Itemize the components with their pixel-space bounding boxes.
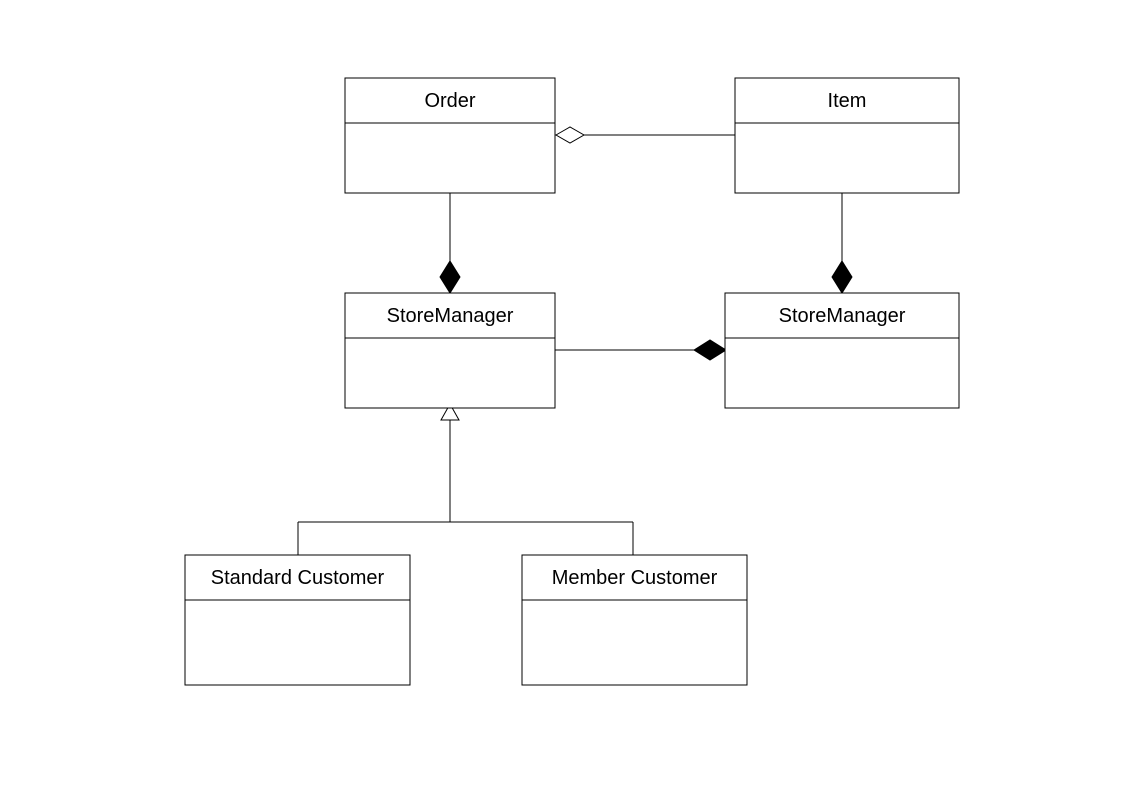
diamond-decoration (694, 340, 726, 360)
class-title-item: Item (828, 90, 867, 112)
class-title-standardCustomer: Standard Customer (211, 567, 385, 589)
class-title-storeManagerL: StoreManager (387, 305, 514, 327)
class-title-memberCustomer: Member Customer (552, 567, 718, 589)
diamond-decoration (556, 127, 584, 143)
class-standardCustomer: Standard Customer (185, 555, 410, 685)
uml-diagram: Order Item StoreManager StoreManager Standar… (0, 0, 1123, 794)
class-title-storeManagerR: StoreManager (779, 305, 906, 327)
class-title-order: Order (424, 90, 475, 112)
class-memberCustomer: Member Customer (522, 555, 747, 685)
diamond-decoration (832, 261, 852, 293)
diamond-decoration (440, 261, 460, 293)
class-storeManagerR: StoreManager (725, 293, 959, 408)
class-order: Order (345, 78, 555, 193)
class-storeManagerL: StoreManager (345, 293, 555, 408)
class-item: Item (735, 78, 959, 193)
